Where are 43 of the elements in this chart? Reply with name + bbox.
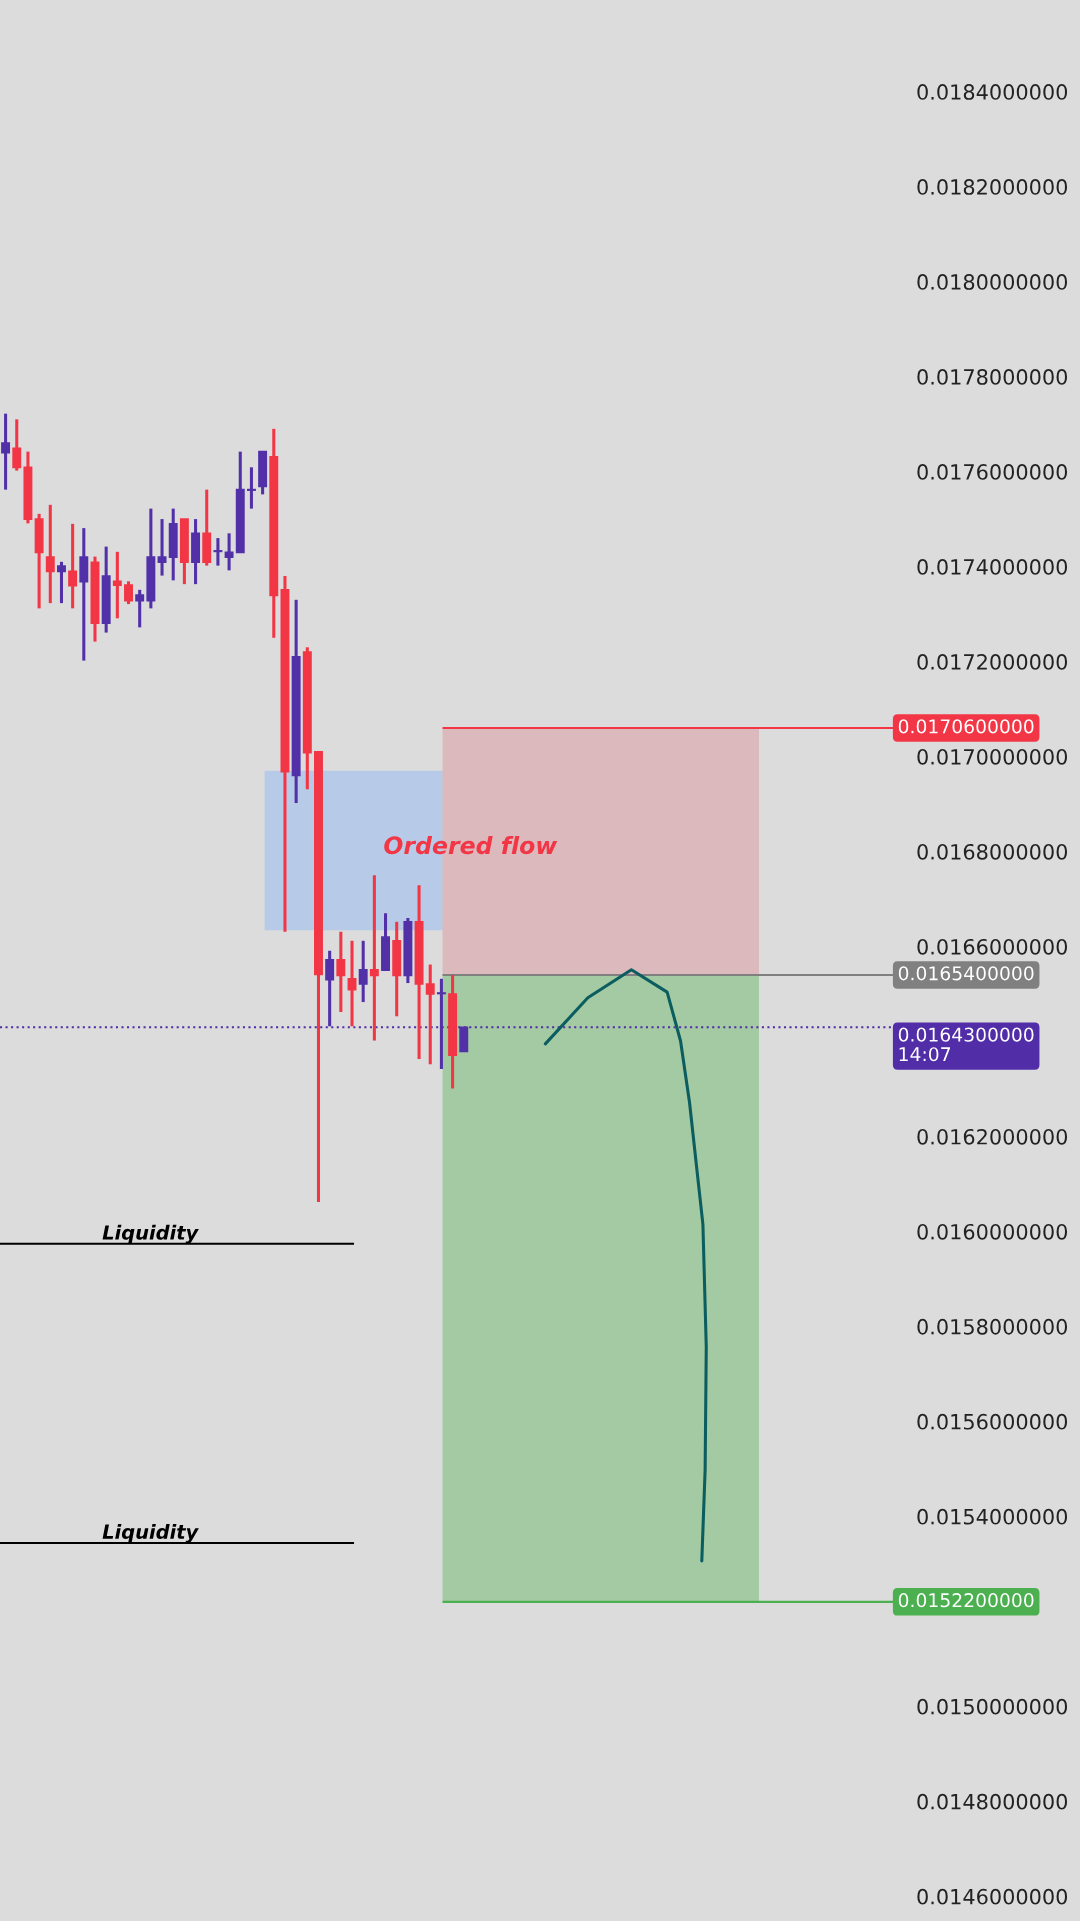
- candlestick: [347, 939, 357, 1027]
- y-tick-label: 0.0148000000: [917, 1793, 1068, 1810]
- candlestick: [336, 930, 346, 1013]
- candlestick: [56, 560, 66, 605]
- y-tick-label: 0.0162000000: [917, 1128, 1068, 1145]
- candlestick: [246, 467, 256, 509]
- ref-line-label: 0.0165400000: [898, 966, 1034, 981]
- candlestick: [213, 538, 223, 566]
- y-tick-label: 0.0154000000: [917, 1508, 1068, 1525]
- ref-line-label: Liquidity: [102, 1224, 199, 1244]
- candlestick: [124, 581, 133, 606]
- y-tick-label: 0.0172000000: [917, 654, 1068, 670]
- candlestick: [45, 503, 55, 605]
- y-tick-label: 0.0180000000: [917, 274, 1068, 290]
- y-tick-label: 0.0184000000: [917, 84, 1068, 100]
- ref-line-label: Liquidity: [102, 1524, 199, 1543]
- candlestick: [325, 950, 335, 1027]
- y-tick-label: 0.0168000000: [917, 843, 1068, 860]
- ref-line-label: 0.0170600000: [898, 719, 1034, 734]
- candlestick: [1, 413, 11, 490]
- candlestick: [68, 522, 78, 609]
- y-tick-label: 0.0146000000: [917, 1888, 1068, 1905]
- candlestick: [369, 875, 379, 1041]
- y-tick-label: 0.0170000000: [917, 748, 1068, 765]
- ref-line-label: 0.0152200000: [898, 1593, 1034, 1608]
- candlestick: [135, 588, 145, 628]
- y-tick-label: 0.0178000000: [917, 369, 1068, 385]
- y-tick-label: 0.0182000000: [917, 179, 1068, 195]
- y-tick-label: 0.0174000000: [917, 559, 1068, 575]
- candlestick: [12, 419, 22, 471]
- ref-line-label: 0.0164300000 14:07: [898, 1027, 1034, 1062]
- band-label: Ordered flow: [384, 835, 558, 855]
- candlestick: [157, 519, 167, 576]
- y-tick-label: 0.0156000000: [917, 1413, 1068, 1430]
- y-tick-label: 0.0150000000: [917, 1698, 1068, 1715]
- candlestick: [358, 939, 368, 1004]
- candlestick: [112, 550, 122, 619]
- candlestick: [224, 533, 234, 571]
- y-tick-label: 0.0166000000: [917, 938, 1068, 955]
- y-tick-label: 0.0158000000: [917, 1318, 1068, 1335]
- y-tick-label: 0.0176000000: [917, 464, 1068, 480]
- y-tick-label: 0.0160000000: [917, 1223, 1068, 1240]
- candlestick: [425, 964, 435, 1065]
